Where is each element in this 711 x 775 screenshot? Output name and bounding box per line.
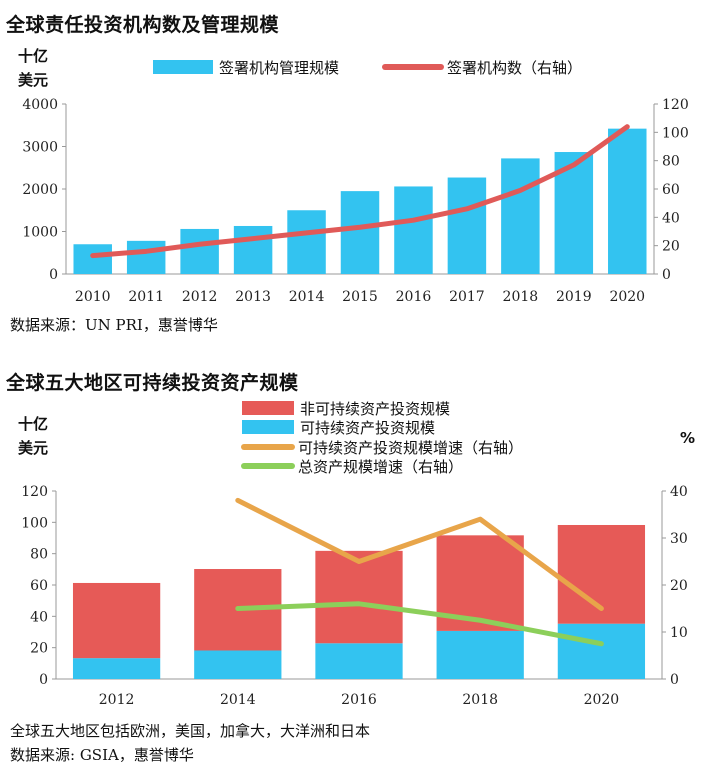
chart2-ytick-right-label: 20 [670, 578, 688, 594]
chart1-xtick-label: 2012 [182, 289, 218, 305]
chart1-xtick-label: 2020 [609, 289, 645, 305]
chart1-source: 数据来源：UN PRI，惠誉博华 [10, 316, 218, 334]
chart2-ytick-left-label: 120 [21, 484, 48, 500]
chart2-xtick-label: 2020 [584, 692, 620, 708]
chart2-ytick-right-label: 0 [670, 672, 679, 688]
chart1-xtick-label: 2016 [396, 289, 432, 305]
chart2-legend-label: 总资产规模增速（右轴） [298, 458, 463, 476]
chart2-bar [194, 650, 282, 679]
chart1-bar [501, 158, 540, 274]
chart1-ytick-left-label: 3000 [22, 140, 58, 156]
chart2-ytick-right-label: 40 [670, 484, 688, 500]
chart2-ytick-left-label: 80 [30, 547, 48, 563]
chart1-ytick-right-label: 40 [662, 210, 680, 226]
chart1-bar [233, 225, 273, 274]
chart2-bar [72, 582, 161, 659]
chart1-ytick-right-label: 60 [662, 182, 680, 198]
chart2-xtick-label: 2018 [462, 692, 498, 708]
chart2-bar [557, 623, 646, 679]
chart2-legend-swatch [242, 420, 294, 434]
chart1-legend-label: 签署机构数（右轴） [447, 59, 582, 77]
chart2-unit-left: 十亿 美元 [18, 412, 48, 460]
chart1-xtick-label: 2014 [289, 289, 325, 305]
chart2-source: 数据来源: GSIA，惠誉博华 [10, 746, 194, 764]
chart2-ytick-left-label: 60 [30, 578, 48, 594]
chart1-unit-left: 十亿 美元 [18, 44, 48, 92]
chart1-ytick-left-label: 1000 [22, 225, 58, 241]
chart1-unit-line1: 十亿 [18, 47, 49, 65]
chart1-bar [126, 240, 166, 274]
chart1-xtick-label: 2015 [342, 289, 378, 305]
chart2-ytick-left-label: 40 [30, 609, 48, 625]
chart2-legend-swatch [242, 401, 294, 415]
chart2-xtick-label: 2016 [341, 692, 377, 708]
chart2-legend-label: 可持续资产投资规模增速（右轴） [298, 439, 523, 457]
chart2-xtick-label: 2014 [220, 692, 256, 708]
chart1-ytick-right-label: 120 [662, 97, 689, 113]
chart2-unit-line1: 十亿 [18, 415, 49, 433]
chart1-legend-label: 签署机构管理规模 [219, 59, 339, 77]
chart1-bar [447, 177, 487, 274]
chart1-bar [340, 191, 380, 274]
chart2-series-line [235, 497, 604, 611]
chart2-title: 全球五大地区可持续投资资产规模 [6, 372, 299, 394]
chart1-series-line [90, 124, 630, 259]
chart1-ytick-left-label: 2000 [22, 182, 58, 198]
chart2-ytick-left-label: 0 [39, 672, 48, 688]
chart1-bar [394, 186, 433, 274]
chart2-ytick-left-label: 20 [30, 641, 48, 657]
chart1-bar [608, 128, 647, 274]
chart1-ytick-right-label: 100 [662, 125, 689, 141]
chart2-legend-label: 非可持续资产投资规模 [300, 400, 450, 418]
chart1-unit-line2: 美元 [18, 71, 49, 89]
chart1-xtick-label: 2013 [235, 289, 271, 305]
chart1-xtick-label: 2011 [128, 289, 164, 305]
chart2-ytick-right-label: 30 [670, 531, 688, 547]
chart2-series-line [235, 601, 604, 647]
chart1-ytick-right-label: 80 [662, 154, 680, 170]
chart1-legend-swatch [153, 60, 213, 74]
chart1-ytick-left-label: 4000 [22, 97, 58, 113]
chart2-bar [436, 630, 524, 679]
chart1-ytick-right-label: 20 [662, 239, 680, 255]
chart2-ytick-left-label: 100 [21, 515, 48, 531]
chart2-xtick-label: 2012 [99, 692, 135, 708]
chart2-footnote: 全球五大地区包括欧洲，美国，加拿大，大洋洲和日本 [10, 722, 371, 740]
chart1-bar [180, 228, 219, 274]
chart1-xtick-label: 2018 [503, 289, 539, 305]
chart2-bar [72, 658, 161, 679]
chart1-bar [287, 210, 326, 274]
chart2-ytick-right-label: 10 [670, 625, 688, 641]
chart1-xtick-label: 2017 [449, 289, 485, 305]
chart1-title: 全球责任投资机构数及管理规模 [6, 14, 280, 36]
chart1-bar [73, 244, 112, 274]
chart1-ytick-left-label: 0 [49, 267, 58, 283]
chart1-ytick-right-label: 0 [662, 267, 671, 283]
chart1-xtick-label: 2010 [75, 289, 111, 305]
chart2-bar [315, 550, 403, 644]
chart2-bar [315, 643, 403, 679]
chart2-unit-right: % [680, 429, 696, 447]
chart1-xtick-label: 2019 [556, 289, 592, 305]
chart2-legend-label: 可持续资产投资规模 [300, 419, 435, 437]
chart2-unit-line2: 美元 [18, 439, 49, 457]
